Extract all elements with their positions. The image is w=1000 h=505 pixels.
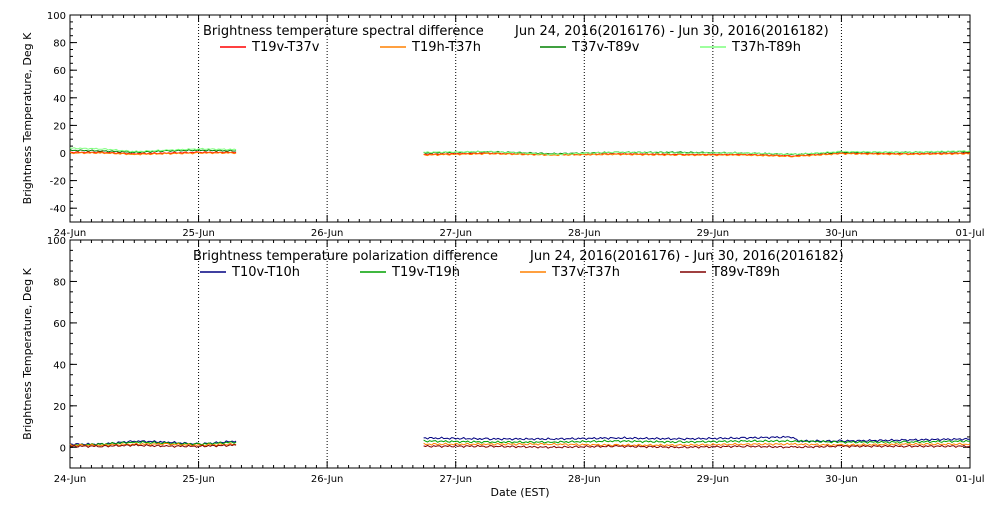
panel-2: 0 20 40 60 80 100 24-Jun 25-Jun 26-Jun 27-Jun 28-J… xyxy=(21,236,984,499)
panel-1: -40 -20 0 20 40 60 80 100 24-Jun 25-Jun 26-Jun 27-J… xyxy=(21,11,984,239)
x-tick-label: 29-Jun xyxy=(697,228,730,239)
y-tick-label: 0 xyxy=(60,443,66,454)
y-tick-label: 40 xyxy=(53,94,66,105)
x-tick-label: 25-Jun xyxy=(182,474,215,485)
x-tick-label: 25-Jun xyxy=(182,228,215,239)
y-tick-label: 80 xyxy=(53,277,66,288)
legend-label: T37v-T89v xyxy=(571,40,640,55)
panel-title: Brightness temperature spectral differen… xyxy=(203,24,484,39)
series-line-t37h-t89h xyxy=(423,150,971,156)
x-tick-label: 01-Jul xyxy=(956,228,985,239)
y-tick-label: 100 xyxy=(47,236,66,247)
x-tick-label: 30-Jun xyxy=(825,474,858,485)
legend-label: T37v-T37h xyxy=(551,265,620,280)
legend-label: T89v-T89h xyxy=(711,265,780,280)
series-line-t19v-t19h xyxy=(69,441,237,447)
x-tick-label: 26-Jun xyxy=(311,228,344,239)
x-tick-label: 01-Jul xyxy=(956,474,985,485)
x-tick-label: 24-Jun xyxy=(54,474,87,485)
series-line-t89v-t89h xyxy=(69,443,237,448)
y-tick-label: 20 xyxy=(53,402,66,413)
x-tick-label: 30-Jun xyxy=(825,228,858,239)
series-line-t19h-t37h xyxy=(69,151,237,156)
series-line-t37v-t37h xyxy=(423,442,971,447)
legend-label: T19v-T37v xyxy=(251,40,320,55)
x-axis-title: Date (EST) xyxy=(490,486,549,499)
x-tick-label: 24-Jun xyxy=(54,228,87,239)
x-tick-label: 28-Jun xyxy=(568,228,601,239)
y-tick-label: 60 xyxy=(53,319,66,330)
y-tick-label: 60 xyxy=(53,66,66,77)
y-axis-title: Brightness Temperature, Deg K xyxy=(21,32,34,204)
x-tick-label: 28-Jun xyxy=(568,474,601,485)
plot-frame xyxy=(69,14,971,223)
x-tick-label: 27-Jun xyxy=(439,474,472,485)
series-line-t10v-t10h xyxy=(423,435,971,443)
x-tick-label: 27-Jun xyxy=(439,228,472,239)
y-tick-label: -40 xyxy=(50,204,66,215)
x-tick-label: 26-Jun xyxy=(311,474,344,485)
date-range: Jun 24, 2016(2016176) - Jun 30, 2016(201… xyxy=(529,249,844,264)
y-tick-label: 80 xyxy=(53,39,66,50)
legend-label: T19h-T37h xyxy=(411,40,481,55)
series-line-t37v-t37h xyxy=(69,442,237,447)
plot-frame xyxy=(69,239,971,469)
x-tick-label: 29-Jun xyxy=(697,474,730,485)
series-line-t37h-t89h xyxy=(69,147,237,153)
y-tick-label: -20 xyxy=(50,177,66,188)
y-axis-title: Brightness Temperature, Deg K xyxy=(21,267,34,439)
legend-label: T19v-T19h xyxy=(391,265,460,280)
y-tick-label: 40 xyxy=(53,360,66,371)
y-tick-label: 0 xyxy=(60,149,66,160)
y-tick-label: 100 xyxy=(47,11,66,22)
legend-label: T10v-T10h xyxy=(231,265,300,280)
y-tick-label: 20 xyxy=(53,121,66,132)
legend-label: T37h-T89h xyxy=(731,40,801,55)
date-range: Jun 24, 2016(2016176) - Jun 30, 2016(201… xyxy=(514,24,829,39)
panel-title: Brightness temperature polarization diff… xyxy=(193,249,498,264)
series-line-t19v-t19h xyxy=(423,439,971,444)
series-line-t19h-t37h xyxy=(423,152,971,158)
series-line-t89v-t89h xyxy=(423,444,971,449)
